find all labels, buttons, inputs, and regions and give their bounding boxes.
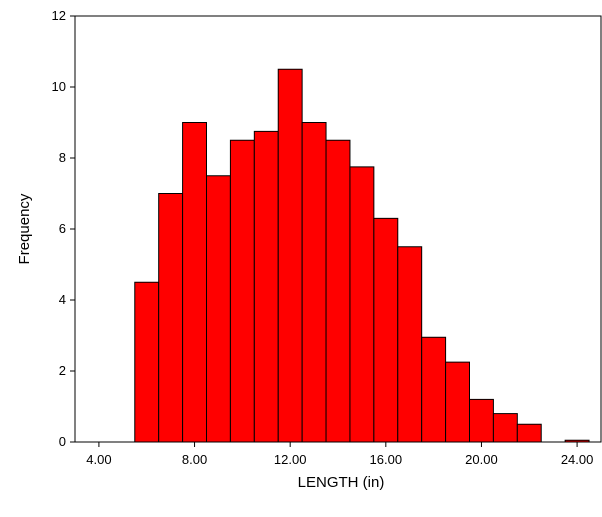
y-tick-label: 0 bbox=[59, 434, 66, 449]
histogram-bar bbox=[397, 246, 423, 443]
histogram-bar bbox=[182, 122, 207, 443]
y-axis-ticks: 0 2 4 6 8 10 12 bbox=[52, 8, 75, 449]
x-tick-label: 24.00 bbox=[561, 452, 594, 467]
histogram-bar bbox=[277, 68, 303, 443]
histogram-bar bbox=[516, 423, 542, 443]
y-tick-label: 12 bbox=[52, 8, 66, 23]
histogram-bar bbox=[421, 336, 447, 443]
histogram-bar bbox=[564, 439, 590, 443]
x-axis-title: LENGTH (in) bbox=[298, 474, 385, 491]
histogram-bar bbox=[301, 122, 327, 443]
x-tick-label: 20.00 bbox=[465, 452, 498, 467]
histogram-bar bbox=[158, 193, 184, 443]
y-tick-label: 6 bbox=[59, 221, 66, 236]
histogram-bar bbox=[206, 175, 231, 443]
x-tick-label: 8.00 bbox=[182, 452, 207, 467]
y-tick-label: 4 bbox=[59, 292, 66, 307]
histogram-bar bbox=[349, 166, 375, 443]
x-tick-label: 12.00 bbox=[274, 452, 307, 467]
histogram-bar bbox=[229, 139, 255, 443]
histogram-bar bbox=[134, 281, 160, 443]
bars bbox=[134, 68, 590, 443]
histogram-bar bbox=[373, 217, 399, 443]
y-tick-label: 2 bbox=[59, 363, 66, 378]
histogram-bar bbox=[469, 398, 494, 443]
x-tick-label: 16.00 bbox=[370, 452, 403, 467]
histogram-bar bbox=[445, 361, 470, 443]
y-tick-label: 8 bbox=[59, 150, 66, 165]
x-tick-label: 4.00 bbox=[86, 452, 111, 467]
histogram-bar bbox=[492, 413, 518, 443]
histogram-bar bbox=[325, 139, 351, 443]
y-tick-label: 10 bbox=[52, 79, 66, 94]
y-axis-title: Frequency bbox=[16, 193, 33, 264]
histogram-bar bbox=[253, 130, 279, 443]
x-axis-ticks: 4.00 8.00 12.00 16.00 20.00 24.00 bbox=[86, 442, 593, 467]
